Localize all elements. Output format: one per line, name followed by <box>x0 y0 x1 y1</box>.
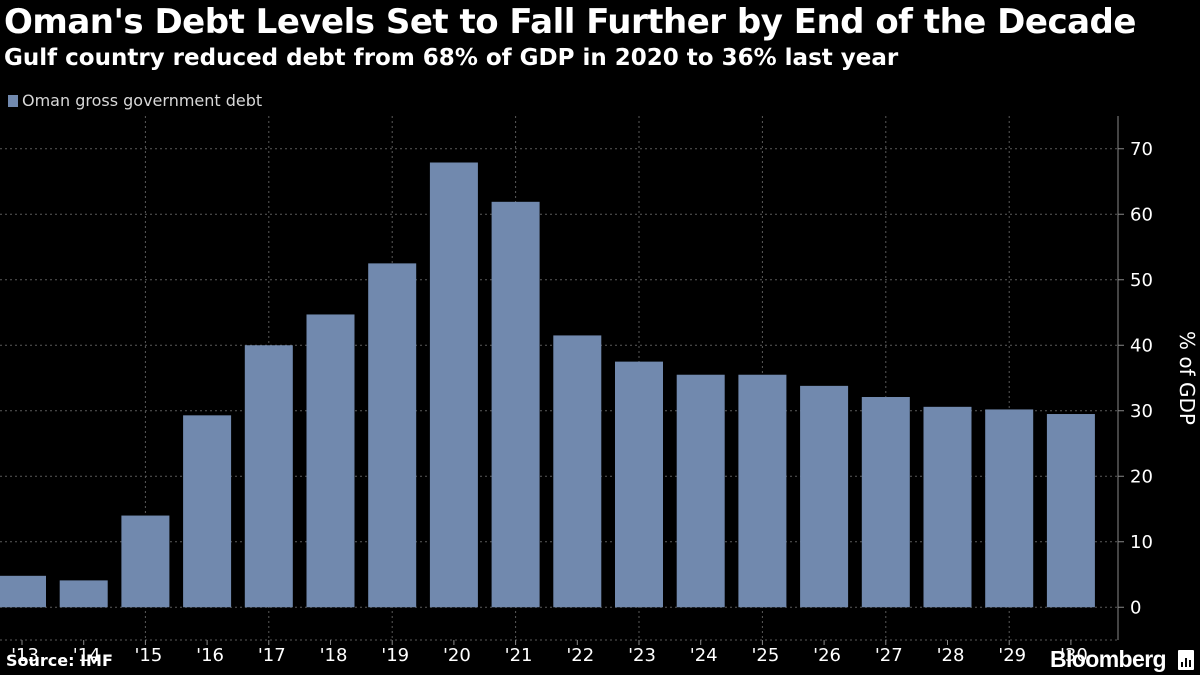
x-tick-label: '21 <box>505 645 533 666</box>
bar-y26 <box>800 385 849 608</box>
bar-y17 <box>244 345 293 608</box>
bar-y25 <box>738 374 787 608</box>
x-tick-label: '17 <box>258 645 286 666</box>
bar-y16 <box>183 415 232 608</box>
bloomberg-logo: Bloomberg <box>1050 646 1167 672</box>
bloomberg-chart-icon <box>1178 650 1194 670</box>
bar-y27 <box>861 396 910 608</box>
chart-subtitle: Gulf country reduced debt from 68% of GD… <box>4 45 899 71</box>
x-tick-label: '16 <box>196 645 224 666</box>
x-tick-label: '30 <box>1060 645 1088 666</box>
y-tick-layer: 0 10 20 30 40 50 60 70 <box>1118 139 1153 618</box>
chart-title: Oman's Debt Levels Set to Fall Further b… <box>4 2 1136 42</box>
source-note: Source: IMF <box>6 651 113 670</box>
x-tick-layer: '13 '14 '15 '16 '17 '18 '19 '20 '21 '22 '23 '24 '25 '… <box>11 640 1088 666</box>
x-tick-label: '27 <box>875 645 903 666</box>
bar-y19 <box>368 263 417 608</box>
x-tick-label: '20 <box>443 645 471 666</box>
bar-y13 <box>0 575 46 608</box>
x-tick-label: '18 <box>320 645 348 666</box>
y-axis-title: % of GDP <box>1175 331 1199 425</box>
bar-y23 <box>615 361 663 608</box>
y-tick-label: 60 <box>1130 204 1153 225</box>
y-tick-label: 70 <box>1130 139 1153 160</box>
x-tick-label: '14 <box>73 645 101 666</box>
x-tick-label: '19 <box>381 645 409 666</box>
y-tick-label: 30 <box>1130 401 1153 422</box>
x-tick-label: '15 <box>134 645 162 666</box>
bar-y28 <box>923 406 972 608</box>
legend: Oman gross government debt <box>8 91 262 110</box>
x-tick-label: '28 <box>937 645 965 666</box>
y-tick-label: 0 <box>1130 597 1141 618</box>
x-tick-label: '22 <box>566 645 594 666</box>
bar-y18 <box>306 314 355 608</box>
x-tick-label: '23 <box>628 645 656 666</box>
bar-y29 <box>985 409 1034 608</box>
legend-label: Oman gross government debt <box>22 91 263 110</box>
bar-y21 <box>491 201 540 608</box>
y-tick-label: 10 <box>1130 532 1153 553</box>
bar-layer <box>0 162 1095 608</box>
legend-swatch <box>8 94 18 107</box>
x-tick-label: '13 <box>11 645 39 666</box>
bar-y24 <box>676 374 725 608</box>
bar-y30 <box>1046 414 1095 608</box>
x-tick-label: '26 <box>813 645 841 666</box>
y-tick-label: 50 <box>1130 270 1153 291</box>
bar-y14 <box>59 580 108 608</box>
x-tick-label: '25 <box>751 645 779 666</box>
bar-y20 <box>429 162 478 608</box>
x-tick-label: '24 <box>690 645 718 666</box>
bar-y22 <box>553 335 602 608</box>
bar-y15 <box>121 515 170 608</box>
x-tick-label: '29 <box>998 645 1026 666</box>
y-tick-label: 40 <box>1130 335 1153 356</box>
y-tick-label: 20 <box>1130 466 1153 487</box>
